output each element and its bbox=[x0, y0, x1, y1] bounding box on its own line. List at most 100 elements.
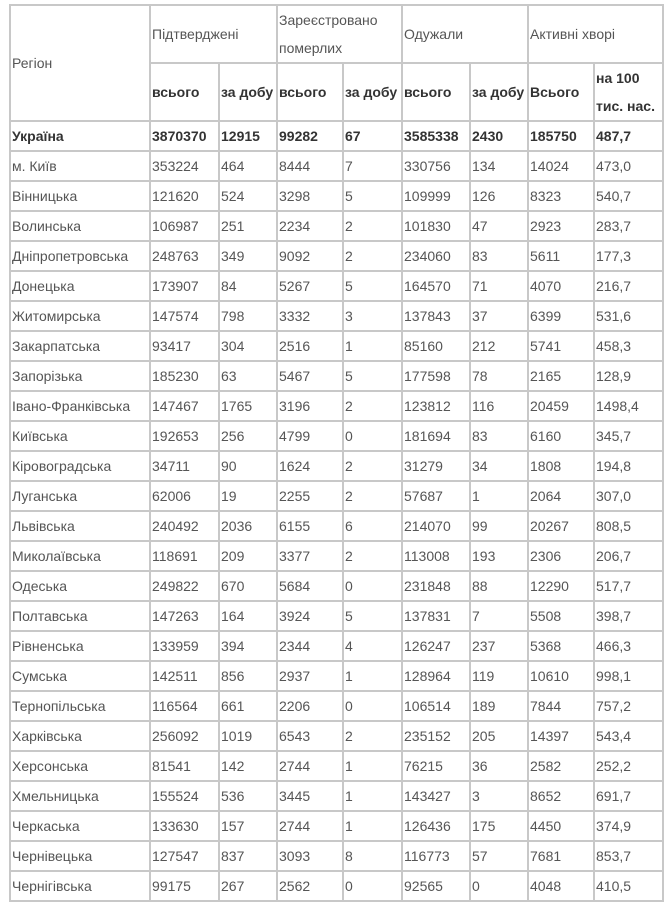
cell-deaths-daily: 4 bbox=[342, 630, 404, 662]
cell-confirmed-daily: 1765 bbox=[217, 390, 279, 422]
cell-deaths-daily: 2 bbox=[342, 450, 404, 482]
cell-deaths-total: 3377 bbox=[276, 540, 345, 572]
cell-deaths-daily: 3 bbox=[342, 300, 404, 332]
cell-deaths-total: 2234 bbox=[276, 210, 345, 242]
cell-recovered-daily: 119 bbox=[469, 660, 530, 692]
cell-confirmed-total: 133630 bbox=[149, 810, 220, 842]
cell-active-total: 8652 bbox=[527, 780, 596, 812]
cell-deaths-daily: 0 bbox=[342, 420, 404, 452]
cell-active-total: 2306 bbox=[527, 540, 596, 572]
cell-deaths-total: 2744 bbox=[276, 750, 345, 782]
cell-confirmed-total: 249822 bbox=[149, 570, 220, 602]
cell-active-total: 5368 bbox=[527, 630, 596, 662]
cell-deaths-daily: 2 bbox=[342, 480, 404, 512]
cell-active-per100k: 540,7 bbox=[593, 180, 665, 212]
cell-active-total: 2064 bbox=[527, 480, 596, 512]
subheader-recovered-total: всього bbox=[401, 62, 472, 122]
table-row: Хмельницька 155524 536 3445 1 143427 3 8652 691,… bbox=[9, 780, 665, 812]
covid-regions-table: Регіон Підтверджені Зареєстровано померл… bbox=[9, 4, 665, 902]
cell-deaths-total: 2516 bbox=[276, 330, 345, 362]
table-row: Кіровоградська 34711 90 1624 2 31279 34 1808 194… bbox=[9, 450, 665, 482]
cell-deaths-total: 3196 bbox=[276, 390, 345, 422]
cell-recovered-total: 330756 bbox=[401, 150, 472, 182]
cell-deaths-total: 3332 bbox=[276, 300, 345, 332]
cell-region: Черкаська bbox=[9, 810, 151, 842]
table-row: Сумська 142511 856 2937 1 128964 119 10610 998,1 bbox=[9, 660, 665, 692]
cell-active-total: 7844 bbox=[527, 690, 596, 722]
cell-confirmed-daily: 164 bbox=[217, 600, 279, 632]
cell-deaths-total: 5267 bbox=[276, 270, 345, 302]
cell-active-per100k: 177,3 bbox=[593, 240, 665, 272]
cell-confirmed-daily: 536 bbox=[217, 780, 279, 812]
cell-confirmed-total: 185230 bbox=[149, 360, 220, 392]
table-row: Тернопільська 116564 661 2206 0 106514 189 7844… bbox=[9, 690, 665, 722]
table-row: Черкаська 133630 157 2744 1 126436 175 4450 374,… bbox=[9, 810, 665, 842]
cell-region: м. Київ bbox=[9, 150, 151, 182]
cell-deaths-daily: 0 bbox=[342, 570, 404, 602]
cell-region: Одеська bbox=[9, 570, 151, 602]
cell-deaths-daily: 0 bbox=[342, 870, 404, 902]
cell-deaths-daily: 1 bbox=[342, 330, 404, 362]
cell-confirmed-daily: 209 bbox=[217, 540, 279, 572]
cell-recovered-total: 113008 bbox=[401, 540, 472, 572]
cell-confirmed-total: 240492 bbox=[149, 510, 220, 542]
cell-confirmed-daily: 670 bbox=[217, 570, 279, 602]
cell-confirmed-daily: 2036 bbox=[217, 510, 279, 542]
cell-active-total: 185750 bbox=[527, 120, 596, 152]
header-active: Активні хворі bbox=[527, 4, 665, 64]
cell-confirmed-daily: 304 bbox=[217, 330, 279, 362]
cell-active-total: 5508 bbox=[527, 600, 596, 632]
cell-region: Запорізька bbox=[9, 360, 151, 392]
table-row: Київська 192653 256 4799 0 181694 83 6160 345,7 bbox=[9, 420, 665, 452]
cell-recovered-daily: 205 bbox=[469, 720, 530, 752]
cell-region: Кіровоградська bbox=[9, 450, 151, 482]
cell-recovered-total: 123812 bbox=[401, 390, 472, 422]
cell-recovered-daily: 7 bbox=[469, 600, 530, 632]
cell-active-total: 2923 bbox=[527, 210, 596, 242]
cell-deaths-daily: 2 bbox=[342, 210, 404, 242]
cell-active-per100k: 374,9 bbox=[593, 810, 665, 842]
cell-confirmed-total: 118691 bbox=[149, 540, 220, 572]
cell-active-per100k: 128,9 bbox=[593, 360, 665, 392]
cell-region: Закарпатська bbox=[9, 330, 151, 362]
cell-active-per100k: 473,0 bbox=[593, 150, 665, 182]
cell-deaths-daily: 1 bbox=[342, 780, 404, 812]
cell-active-total: 5741 bbox=[527, 330, 596, 362]
cell-confirmed-total: 93417 bbox=[149, 330, 220, 362]
cell-confirmed-daily: 90 bbox=[217, 450, 279, 482]
cell-recovered-total: 116773 bbox=[401, 840, 472, 872]
cell-confirmed-daily: 1019 bbox=[217, 720, 279, 752]
cell-active-total: 1808 bbox=[527, 450, 596, 482]
cell-recovered-daily: 37 bbox=[469, 300, 530, 332]
cell-active-per100k: 458,3 bbox=[593, 330, 665, 362]
cell-recovered-total: 106514 bbox=[401, 690, 472, 722]
cell-confirmed-total: 173907 bbox=[149, 270, 220, 302]
cell-deaths-daily: 5 bbox=[342, 360, 404, 392]
cell-recovered-daily: 134 bbox=[469, 150, 530, 182]
cell-recovered-daily: 116 bbox=[469, 390, 530, 422]
cell-region: Україна bbox=[9, 120, 151, 152]
cell-confirmed-total: 147574 bbox=[149, 300, 220, 332]
cell-confirmed-total: 62006 bbox=[149, 480, 220, 512]
cell-recovered-daily: 189 bbox=[469, 690, 530, 722]
cell-deaths-total: 3924 bbox=[276, 600, 345, 632]
cell-region: Луганська bbox=[9, 480, 151, 512]
cell-region: Миколаївська bbox=[9, 540, 151, 572]
cell-deaths-daily: 8 bbox=[342, 840, 404, 872]
cell-confirmed-total: 256092 bbox=[149, 720, 220, 752]
cell-region: Чернівецька bbox=[9, 840, 151, 872]
cell-confirmed-daily: 251 bbox=[217, 210, 279, 242]
table-row: Львівська 240492 2036 6155 6 214070 99 20267 808… bbox=[9, 510, 665, 542]
cell-active-total: 12290 bbox=[527, 570, 596, 602]
cell-deaths-daily: 0 bbox=[342, 690, 404, 722]
cell-region: Хмельницька bbox=[9, 780, 151, 812]
cell-active-per100k: 410,5 bbox=[593, 870, 665, 902]
cell-deaths-daily: 2 bbox=[342, 720, 404, 752]
cell-active-total: 6399 bbox=[527, 300, 596, 332]
table-row: Запорізька 185230 63 5467 5 177598 78 2165 128,9 bbox=[9, 360, 665, 392]
cell-active-total: 2165 bbox=[527, 360, 596, 392]
cell-confirmed-total: 3870370 bbox=[149, 120, 220, 152]
cell-recovered-total: 164570 bbox=[401, 270, 472, 302]
cell-deaths-total: 2937 bbox=[276, 660, 345, 692]
cell-confirmed-total: 248763 bbox=[149, 240, 220, 272]
